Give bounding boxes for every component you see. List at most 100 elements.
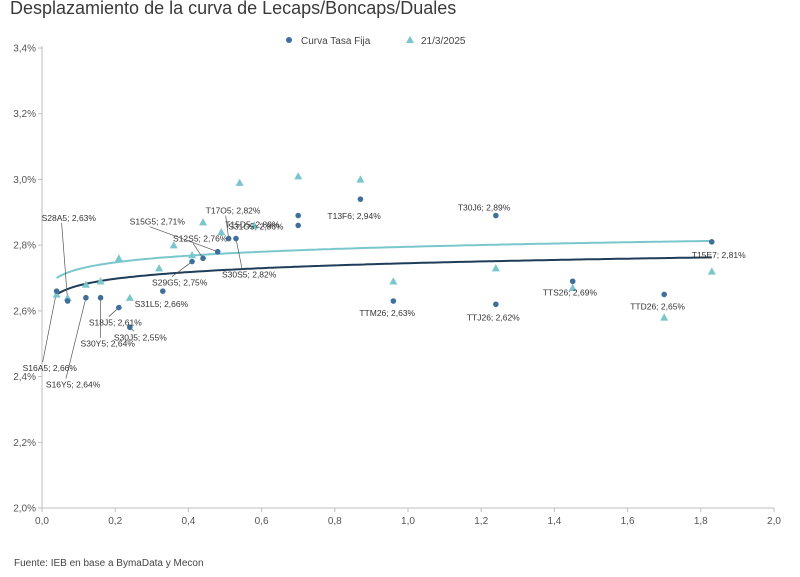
previous-point [235, 178, 244, 186]
previous-point [114, 254, 123, 262]
previous-point [294, 172, 303, 180]
y-tick-label: 2,4% [13, 372, 36, 383]
previous-point [707, 267, 716, 275]
x-tick-label: 1,8 [694, 516, 708, 527]
x-tick-label: 2,0 [767, 516, 781, 527]
series-previous [52, 172, 716, 321]
point-label: S30S5; 2,82% [222, 270, 277, 280]
series-current [53, 196, 715, 331]
legend-previous-marker [406, 36, 414, 43]
previous-point [356, 175, 365, 183]
current-point [357, 196, 364, 202]
current-point [83, 294, 89, 301]
previous-point [568, 283, 577, 292]
current-point [200, 255, 206, 262]
current-point [708, 239, 715, 245]
current-point [493, 301, 499, 308]
axes: 0,0 0,2 0,4 0,6 0,8 1,0 1,2 1,4 1,6 1,8 2,0 2,0% 2,2… [13, 44, 781, 528]
point-label: TTS26; 2,69% [543, 287, 598, 297]
y-tick-label: 2,0% [13, 504, 36, 515]
point-label: S29G5; 2,75% [152, 278, 208, 288]
y-tick-label: 3,2% [13, 109, 36, 120]
label-leader [225, 215, 230, 239]
x-tick-label: 0,8 [328, 516, 342, 527]
current-point [116, 304, 122, 311]
current-point [64, 298, 71, 304]
y-tick-label: 2,2% [13, 438, 36, 449]
current-point [159, 288, 166, 294]
previous-point [81, 280, 90, 288]
point-label: S16A5; 2,66% [23, 363, 78, 373]
label-leader [42, 291, 57, 363]
current-point [233, 235, 239, 242]
point-label: TTJ26; 2,62% [467, 312, 520, 322]
x-tick-label: 0,6 [255, 516, 269, 527]
point-label: S31L5; 2,66% [135, 299, 189, 309]
previous-point [52, 290, 61, 298]
point-label: T15D5; 2,89% [225, 220, 280, 230]
trendlines [56, 239, 712, 296]
point-label: TTM26; 2,63% [359, 308, 415, 318]
x-tick-label: 1,6 [621, 516, 635, 527]
previous-point [155, 264, 164, 272]
point-label: S18J5; 2,61% [89, 318, 142, 328]
current-point [53, 288, 60, 294]
x-tick-label: 1,0 [401, 516, 415, 527]
label-leader [235, 238, 243, 269]
current-point [189, 258, 195, 265]
current-point [390, 298, 397, 304]
current-point [569, 278, 576, 285]
point-label: T30J6; 2,89% [458, 203, 511, 213]
label-leader [61, 222, 68, 302]
point-label: S30Y5; 2,64% [81, 339, 136, 349]
point-label: S15G5; 2,71% [130, 217, 186, 227]
previous-point [125, 293, 134, 301]
current-point [493, 212, 499, 219]
x-tick-label: 0,0 [35, 516, 49, 527]
y-tick-label: 3,0% [13, 175, 36, 186]
trendline [56, 256, 712, 296]
x-tick-label: 1,2 [474, 516, 488, 527]
y-tick-label: 2,8% [13, 241, 36, 252]
point-labels: S16A5; 2,66% S28A5; 2,63% S16Y5; 2,64% S30Y… [23, 203, 746, 390]
legend-current-label: Curva Tasa Fija [301, 36, 371, 47]
previous-point [199, 218, 208, 226]
x-tick-label: 1,4 [547, 516, 561, 527]
point-label: S16Y5; 2,64% [46, 380, 101, 390]
label-leader [192, 243, 204, 259]
chart-title: Desplazamiento de la curva de Lecaps/Bon… [10, 0, 457, 18]
source-note: Fuente: IEB en base a BymaData y Mecon [14, 558, 204, 569]
current-point [295, 222, 302, 229]
current-point [214, 248, 221, 255]
point-label: T13F6; 2,94% [327, 211, 381, 221]
current-point [225, 235, 232, 242]
x-tick-label: 0,2 [108, 516, 122, 527]
point-label: T17O5; 2,82% [206, 206, 261, 216]
previous-point [660, 313, 669, 321]
legend-current-marker [286, 37, 292, 43]
label-leader [171, 261, 193, 277]
point-label: TTD26; 2,65% [630, 301, 685, 311]
previous-point [217, 228, 226, 236]
point-label: S31O5; 2,86% [228, 221, 284, 231]
point-label: S12S5; 2,76% [173, 233, 228, 243]
previous-point [188, 251, 197, 259]
x-tick-label: 0,4 [181, 516, 195, 527]
trendline [56, 239, 712, 279]
label-leader [65, 297, 87, 379]
current-point [661, 291, 667, 298]
legend: Curva Tasa Fija 21/3/2025 [286, 36, 466, 47]
current-point [97, 294, 104, 301]
current-point [295, 212, 302, 219]
y-tick-label: 3,4% [13, 44, 36, 55]
previous-point [389, 277, 398, 285]
previous-point [491, 264, 500, 272]
point-label: T15E7; 2,81% [692, 250, 746, 260]
point-label: S28A5; 2,63% [42, 213, 97, 223]
previous-point [169, 241, 178, 249]
label-leader [149, 226, 218, 253]
point-label: S30J5; 2,55% [114, 332, 167, 342]
legend-previous-label: 21/3/2025 [421, 36, 466, 47]
current-point [127, 324, 133, 331]
